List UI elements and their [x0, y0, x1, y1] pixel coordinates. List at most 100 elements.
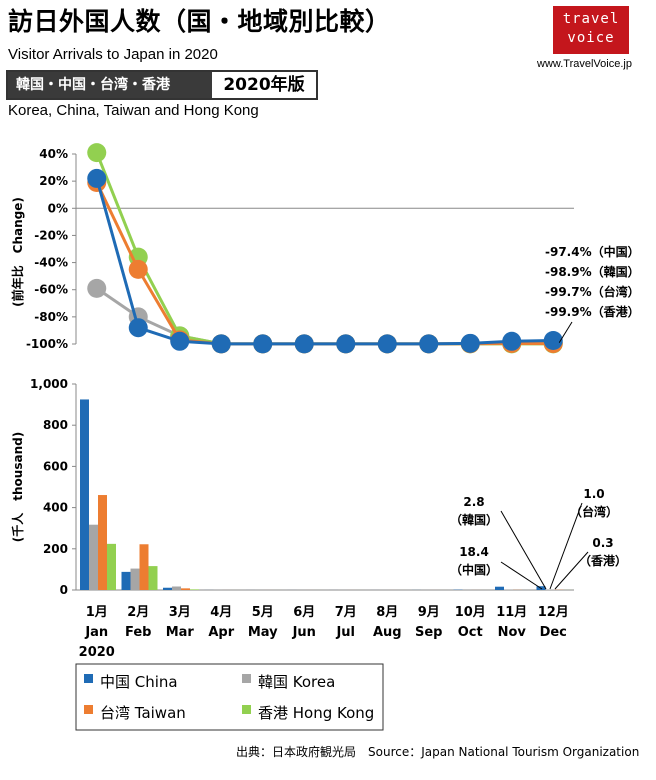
- line-point: [294, 334, 314, 354]
- bar-x-tick-label-en: Nov: [498, 625, 527, 640]
- bar-annotation-leader: [554, 551, 589, 590]
- line-y-tick-label: -20%: [34, 228, 68, 242]
- bar-x-tick-label-jp: 4月: [210, 605, 232, 620]
- legend-label: 台湾 Taiwan: [100, 704, 186, 722]
- bar-annotation-label: （韓国）: [450, 512, 498, 527]
- line-point: [502, 331, 522, 351]
- line-y-tick-label: -60%: [34, 283, 68, 297]
- bar-x-tick-label-en: Sep: [415, 625, 443, 640]
- bar-x-tick-label-en: Dec: [540, 625, 567, 640]
- bar-annotation-value: 0.3: [592, 536, 613, 550]
- bar-y-tick-label: 400: [43, 501, 68, 515]
- bar-annotation-leader: [549, 502, 583, 590]
- bar: [80, 399, 89, 590]
- bar: [130, 568, 140, 590]
- bar-x-tick-label-jp: 3月: [169, 605, 191, 620]
- bar-x-tick-label-en: Jun: [292, 625, 316, 640]
- line-y-tick-label: 40%: [39, 147, 68, 161]
- legend-label: 韓国 Korea: [258, 673, 335, 691]
- bar-x-tick-label-en: Jul: [335, 625, 355, 640]
- line-series-2: [95, 181, 554, 346]
- line-annotation: -99.7%（台湾）: [545, 284, 640, 299]
- bar: [139, 544, 149, 590]
- travelvoice-logo: travel voice: [553, 6, 629, 54]
- page-title: 訪日外国人数（国・地域別比較）: [8, 7, 391, 36]
- bar-x-tick-label-jp: 5月: [252, 605, 274, 620]
- bar-x-tick-label-en: Feb: [125, 625, 151, 640]
- legend-swatch: [242, 705, 251, 714]
- line-point: [253, 334, 273, 354]
- legend-box: [75, 663, 384, 731]
- bar-x-tick-label-jp: 9月: [418, 605, 440, 620]
- region-label-en: Korea, China, Taiwan and Hong Kong: [8, 102, 259, 119]
- bar-x-tick-label-en: Aug: [373, 625, 402, 640]
- bar: [172, 586, 181, 590]
- line-annotation: -99.9%（香港）: [545, 304, 640, 319]
- line-point: [460, 333, 480, 353]
- bar-x-tick-label-jp: 8月: [376, 605, 398, 620]
- line-point: [128, 259, 148, 279]
- line-annotation: -97.4%（中国）: [545, 244, 640, 259]
- bar: [163, 587, 172, 590]
- bar: [190, 589, 199, 590]
- site-url: www.TravelVoice.jp: [537, 58, 632, 70]
- bar-annotation-label: （中国）: [450, 562, 498, 577]
- line-point: [87, 143, 107, 163]
- legend-swatch: [242, 674, 251, 683]
- line-annotation-leader: [558, 321, 573, 343]
- legend-label: 香港 Hong Kong: [258, 704, 374, 722]
- region-banner: 韓国・中国・台湾・香港 2020年版: [6, 70, 318, 100]
- bar-x-tick-label-en: Mar: [166, 625, 195, 640]
- logo-line-2: voice: [567, 30, 615, 46]
- line-y-tick-label: 20%: [39, 174, 68, 188]
- line-point: [87, 278, 107, 298]
- bar-x-year-label: 2020: [79, 645, 115, 660]
- line-y-tick-label: 0%: [48, 201, 68, 215]
- line-point: [87, 168, 107, 188]
- bar-x-tick-label-jp: 12月: [538, 605, 569, 620]
- bar-y-tick-label: 0: [60, 583, 68, 597]
- edition-label: 2020年版: [223, 75, 305, 95]
- line-point: [128, 318, 148, 338]
- line-point: [211, 334, 231, 354]
- bar-y-tick-label: 200: [43, 542, 68, 556]
- source-note: 出典：日本政府観光局 Source：Japan National Tourism…: [236, 745, 640, 759]
- bar-y-axis-label: (千人 thousand): [10, 432, 25, 542]
- bar-x-tick-label-en: Apr: [208, 625, 234, 640]
- bar-x-tick-label-jp: 11月: [496, 605, 527, 620]
- bar-x-tick-label-en: Jan: [84, 625, 108, 640]
- bar-x-tick-label-jp: 2月: [127, 605, 149, 620]
- line-y-axis-label: (前年比 Change): [10, 197, 25, 307]
- bar: [545, 589, 555, 590]
- bar-y-tick-label: 600: [43, 459, 68, 473]
- bar-x-tick-label-en: May: [248, 625, 278, 640]
- bar-y-tick-label: 800: [43, 418, 68, 432]
- bar-x-tick-label-jp: 6月: [293, 605, 315, 620]
- line-point: [377, 334, 397, 354]
- bar: [107, 543, 116, 590]
- line-annotation: -98.9%（韓国）: [545, 264, 640, 279]
- logo-line-1: travel: [562, 11, 620, 27]
- bar: [121, 571, 131, 590]
- bar-x-tick-label-en: Oct: [458, 625, 483, 640]
- legend-label: 中国 China: [100, 673, 178, 691]
- bar-x-tick-label-jp: 1月: [86, 605, 108, 620]
- bar-annotation-leader: [500, 561, 543, 590]
- bar-y-tick-label: 1,000: [30, 377, 68, 391]
- line-point: [543, 330, 563, 350]
- bar: [181, 588, 190, 590]
- bar: [98, 495, 107, 590]
- legend-swatch: [84, 705, 93, 714]
- bar-x-tick-label-jp: 7月: [335, 605, 357, 620]
- bar: [148, 566, 158, 590]
- line-point: [170, 331, 190, 351]
- line-point: [336, 334, 356, 354]
- legend-swatch: [84, 674, 93, 683]
- bar-annotation-value: 2.8: [463, 495, 484, 509]
- line-y-tick-label: -40%: [34, 256, 68, 270]
- bar-annotation-leader: [500, 510, 547, 590]
- bar-annotation-value: 18.4: [459, 545, 489, 559]
- page-subtitle: Visitor Arrivals to Japan in 2020: [8, 46, 218, 63]
- line-point: [419, 334, 439, 354]
